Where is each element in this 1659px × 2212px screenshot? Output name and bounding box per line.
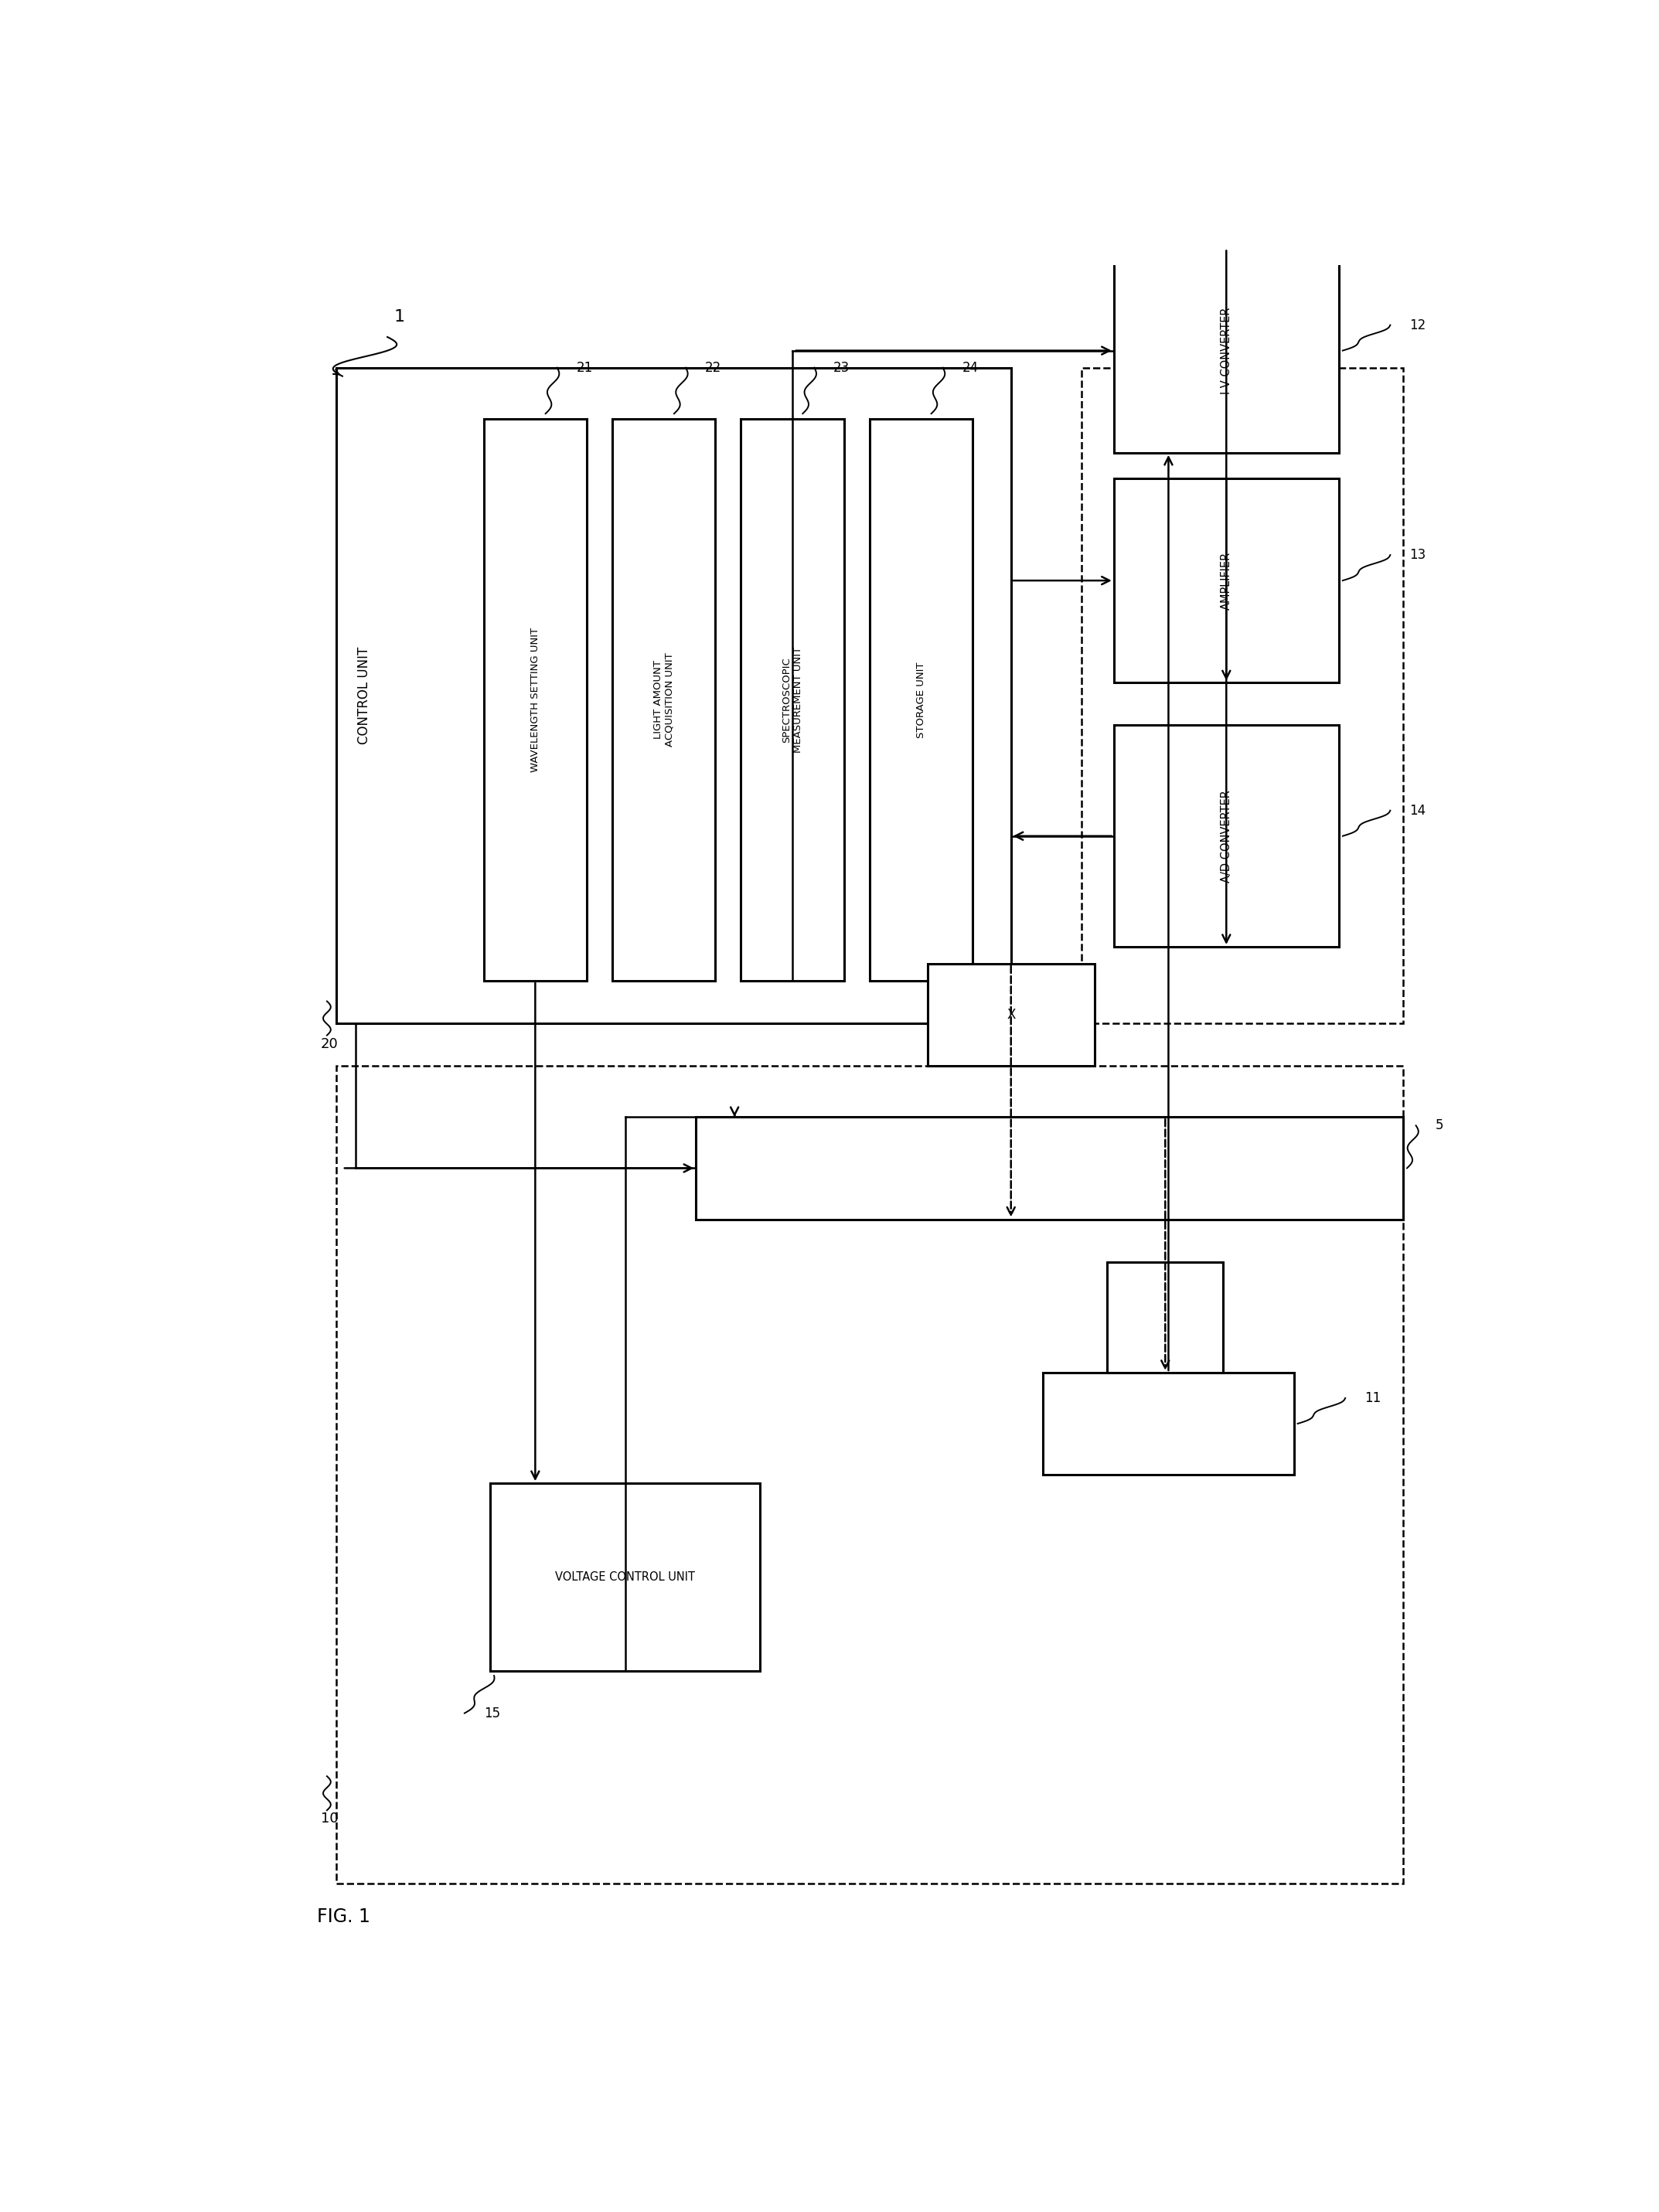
Text: A/D CONVERTER: A/D CONVERTER [1221, 790, 1233, 883]
Bar [335, 1066, 1404, 1885]
Text: 11: 11 [1364, 1391, 1380, 1405]
Text: VOLTAGE CONTROL UNIT: VOLTAGE CONTROL UNIT [556, 1571, 695, 1584]
Bar [1082, 367, 1404, 1024]
Text: STORAGE UNIT: STORAGE UNIT [916, 661, 926, 739]
Text: AMPLIFIER: AMPLIFIER [1221, 551, 1233, 611]
Bar [869, 418, 972, 980]
Text: 14: 14 [1410, 803, 1425, 818]
Bar [1113, 726, 1339, 947]
Text: I-V CONVERTER: I-V CONVERTER [1221, 307, 1233, 394]
Text: 15: 15 [484, 1705, 499, 1721]
Bar [1113, 248, 1339, 453]
Text: FIG. 1: FIG. 1 [317, 1907, 370, 1927]
Text: 22: 22 [705, 361, 722, 374]
Bar [335, 367, 1010, 1024]
Bar [491, 1484, 760, 1670]
Bar [697, 1117, 1404, 1219]
Text: CONTROL UNIT: CONTROL UNIT [357, 646, 372, 743]
Text: 5: 5 [1435, 1119, 1443, 1133]
Text: 24: 24 [962, 361, 979, 374]
Bar [927, 964, 1095, 1066]
Text: SPECTROSCOPIC
MEASUREMENT UNIT: SPECTROSCOPIC MEASUREMENT UNIT [781, 646, 803, 752]
Text: 23: 23 [833, 361, 849, 374]
Text: 20: 20 [320, 1037, 338, 1051]
Text: 1: 1 [393, 310, 405, 325]
Text: 13: 13 [1410, 549, 1427, 562]
Text: 10: 10 [320, 1812, 338, 1825]
Bar [1044, 1371, 1294, 1475]
Text: WAVELENGTH SETTING UNIT: WAVELENGTH SETTING UNIT [531, 628, 541, 772]
Bar [612, 418, 715, 980]
Text: 12: 12 [1410, 319, 1427, 332]
Text: 21: 21 [576, 361, 592, 374]
Bar [484, 418, 587, 980]
Bar [742, 418, 844, 980]
Text: LIGHT AMOUNT
ACQUISITION UNIT: LIGHT AMOUNT ACQUISITION UNIT [654, 653, 675, 748]
Bar [1113, 478, 1339, 684]
Bar [1108, 1261, 1223, 1371]
Text: X: X [1007, 1009, 1015, 1022]
